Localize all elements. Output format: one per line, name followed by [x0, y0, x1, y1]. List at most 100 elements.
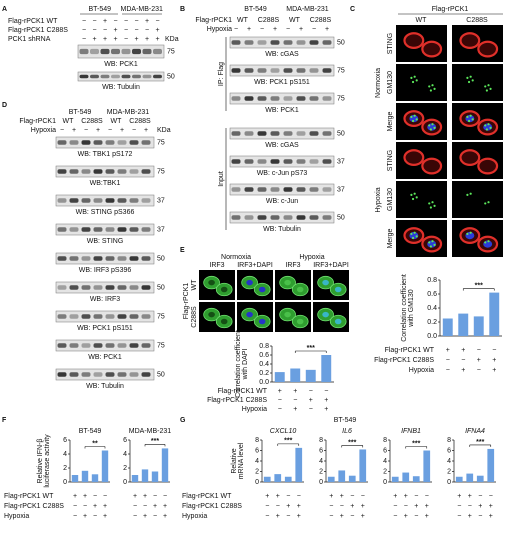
golgi	[413, 231, 416, 234]
blot	[229, 183, 335, 196]
sign: +	[72, 127, 76, 134]
golgi	[484, 202, 487, 205]
band	[81, 372, 91, 377]
row-label: Hypoxia	[31, 127, 56, 134]
golgi	[431, 84, 434, 87]
bar	[442, 318, 453, 336]
nucleus	[322, 311, 329, 318]
band	[111, 48, 120, 55]
band	[129, 256, 139, 261]
sign: −	[278, 397, 282, 404]
blot-label: WB: TBK1 pS172	[78, 151, 133, 158]
sign: −	[278, 406, 282, 413]
nucleus	[322, 279, 329, 286]
significance: ***	[412, 440, 420, 447]
micrograph	[396, 64, 447, 101]
sign: −	[446, 357, 450, 364]
y-axis-label: with GM130	[408, 289, 415, 327]
condition-label: Hypoxia	[4, 513, 29, 520]
band	[81, 140, 91, 145]
sign: −	[286, 513, 290, 520]
band	[283, 187, 293, 192]
y-tick-label: 0	[123, 479, 127, 486]
condition: Hypoxia	[375, 187, 382, 212]
sign: +	[286, 503, 290, 510]
marker: 50	[157, 255, 165, 262]
golgi	[413, 114, 416, 117]
sign: +	[92, 36, 96, 43]
marker: 75	[337, 67, 345, 74]
sign: −	[446, 367, 450, 374]
band	[105, 140, 115, 145]
blot	[229, 36, 335, 49]
cell	[459, 32, 481, 49]
bar	[338, 470, 346, 482]
condition-label: Flag-rPCK1 WT	[4, 493, 54, 500]
bar	[412, 476, 420, 482]
micrograph	[452, 64, 503, 101]
band	[231, 159, 241, 164]
sign: −	[73, 503, 77, 510]
bar	[327, 476, 335, 482]
blot-label: WB: Tubulin	[102, 84, 140, 91]
blot-label: WB: STING	[87, 238, 124, 245]
sign: −	[143, 503, 147, 510]
golgi	[467, 80, 471, 84]
nucleus	[220, 286, 228, 293]
sign: +	[404, 513, 408, 520]
stain-label: Merge	[387, 228, 394, 248]
sign: −	[350, 513, 354, 520]
variant: WT	[111, 118, 123, 125]
bar	[284, 476, 292, 482]
unit: KDa	[165, 36, 179, 43]
sign: −	[393, 513, 397, 520]
micrograph	[396, 181, 447, 218]
sign: −	[124, 27, 128, 34]
sign: −	[93, 493, 97, 500]
blot	[55, 136, 155, 149]
band	[105, 198, 115, 203]
band	[93, 314, 103, 319]
band	[93, 256, 103, 261]
sign: +	[83, 493, 87, 500]
band	[129, 198, 139, 203]
marker: 50	[157, 371, 165, 378]
band	[309, 159, 319, 164]
sign: +	[361, 503, 365, 510]
golgi	[429, 245, 432, 248]
y-tick-label: 8	[255, 437, 259, 444]
band	[322, 215, 332, 220]
golgi	[411, 119, 415, 123]
sign: −	[340, 503, 344, 510]
sign: +	[145, 36, 149, 43]
variant: C288S	[466, 17, 488, 24]
band	[141, 343, 151, 348]
blot	[77, 44, 165, 59]
band	[244, 96, 254, 101]
band	[132, 74, 141, 79]
sign: +	[492, 367, 496, 374]
sign: −	[492, 347, 496, 354]
bar	[71, 475, 79, 482]
golgi	[469, 75, 472, 78]
band	[283, 96, 293, 101]
blot-label: WB: IRF3	[90, 296, 120, 303]
row-label: Flag-rPCK1	[183, 283, 190, 320]
panel-letter: B	[180, 6, 185, 13]
sign: −	[414, 513, 418, 520]
golgi	[431, 123, 434, 126]
band	[129, 169, 139, 174]
y-axis-label: mRNA level	[238, 442, 245, 479]
golgi	[429, 128, 432, 131]
band	[69, 227, 79, 232]
y-tick-label: 2	[255, 468, 259, 475]
marker: 37	[337, 158, 345, 165]
condition: Hypoxia	[299, 254, 324, 261]
marker: 75	[167, 48, 175, 55]
marker: 50	[337, 130, 345, 137]
sign: −	[163, 493, 167, 500]
header: Flag-rPCK1	[432, 6, 469, 13]
variant: C288S	[129, 118, 151, 125]
bar	[476, 475, 484, 482]
chart-title: IFNA4	[465, 428, 485, 435]
